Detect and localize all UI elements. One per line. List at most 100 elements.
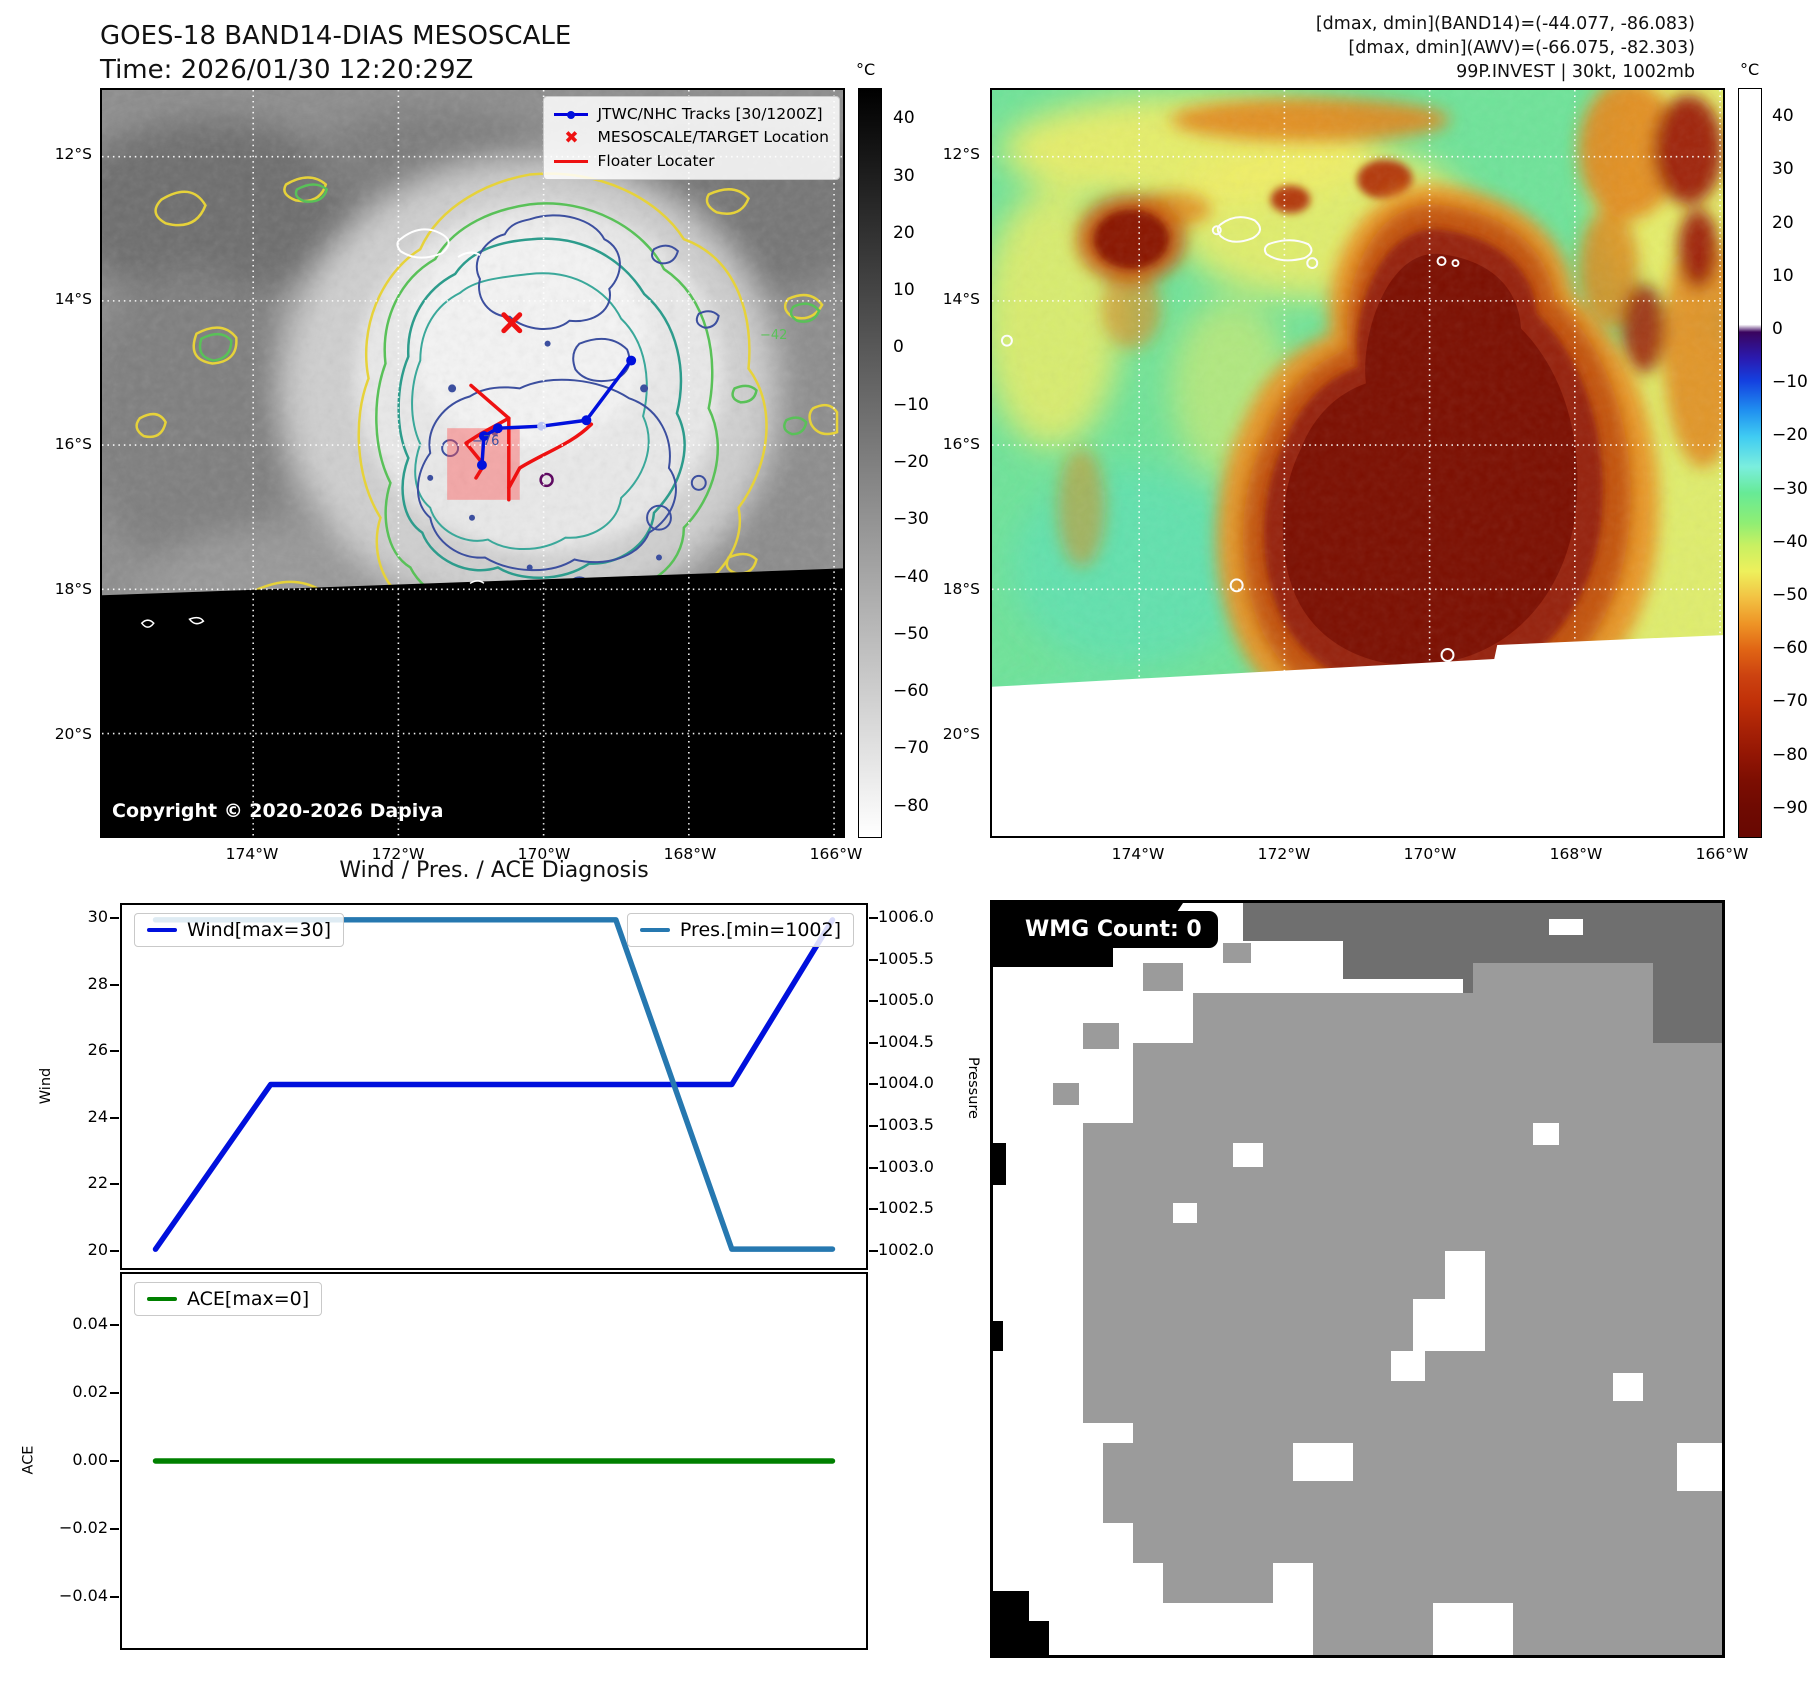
colorbar-tick: −40 (1772, 531, 1808, 552)
legend-target-label: MESOSCALE/TARGET Location (597, 128, 829, 147)
wind-legend-box: Wind[max=30] (134, 913, 345, 947)
colorbar-tick: −30 (893, 509, 929, 530)
pressure-tick-label: 1002.0 (878, 1239, 934, 1259)
ace-tick-label: 0.02 (72, 1381, 108, 1401)
lat-tick-label: 14°S (54, 290, 92, 308)
ace-legend-label: ACE[max=0] (187, 1288, 310, 1310)
pressure-tick-mark (869, 1041, 878, 1044)
colorbar-tick: 0 (1772, 319, 1783, 340)
x-marker-icon: ✖ (564, 127, 579, 148)
track-line-icon (554, 111, 589, 120)
pres-line-icon (639, 927, 670, 933)
copyright-text: Copyright © 2020-2026 Dapiya (112, 800, 444, 822)
wind-line-icon (147, 927, 177, 933)
colorbar-tick: −70 (1772, 691, 1808, 712)
series-line (152, 917, 836, 1252)
ace-tick-mark (110, 1596, 119, 1599)
map-legend: JTWC/NHC Tracks [30/1200Z] ✖ MESOSCALE/T… (543, 96, 840, 180)
wind-tick-mark (110, 1050, 119, 1053)
wmg-mask-image (993, 903, 1722, 1655)
diagnosis-title: Wind / Pres. / ACE Diagnosis (339, 858, 649, 883)
legend-row-target: ✖ MESOSCALE/TARGET Location (554, 126, 829, 149)
gray-mask-region (1053, 943, 1722, 1655)
wind-tick-label: 22 (87, 1173, 108, 1193)
dmax-dmin-awv: [dmax, dmin](AWV)=(-66.075, -82.303) (1348, 38, 1695, 59)
colorbar-tick: −10 (1772, 372, 1808, 393)
ace-tick-mark (110, 1391, 119, 1394)
pressure-tick-label: 1004.5 (878, 1031, 934, 1051)
pressure-tick-label: 1003.0 (878, 1156, 934, 1176)
pressure-tick-label: 1003.5 (878, 1115, 934, 1135)
lon-tick-label: 174°W (225, 845, 279, 863)
wind-tick-label: 26 (87, 1040, 108, 1060)
contour-value-label-outer: −42 (760, 328, 788, 343)
white-notches (1173, 1123, 1722, 1491)
ace-legend-box: ACE[max=0] (134, 1282, 323, 1316)
seagreen-contour (411, 272, 650, 551)
colorbar-tick: −20 (1772, 425, 1808, 446)
ace-tick-mark (110, 1323, 119, 1326)
band14-colorbar (858, 88, 882, 838)
colorbar-tick: −20 (893, 452, 929, 472)
pres-legend-box: Pres.[min=1002] (626, 913, 854, 947)
lon-tick-label: 172°W (371, 845, 425, 863)
colorbar-tick: −90 (1772, 797, 1808, 818)
pressure-tick-mark (869, 1000, 878, 1003)
target-x-marker (501, 312, 523, 334)
awv-satellite-map (990, 88, 1725, 838)
lon-tick-label: 168°W (663, 845, 717, 863)
right-colorbar-unit: °C (1740, 60, 1760, 79)
ace-plot: ACE[max=0] (120, 1272, 868, 1650)
jtwc-track (476, 355, 637, 470)
colorbar-tick: −60 (893, 681, 929, 701)
lat-tick-label: 20°S (942, 725, 980, 743)
left-colorbar-unit: °C (856, 60, 876, 79)
graticule (102, 90, 843, 836)
ace-axis-label: ACE (20, 1445, 37, 1475)
lat-tick-label: 18°S (942, 580, 980, 598)
colorbar-tick: −40 (893, 566, 929, 587)
wind-tick-mark (110, 916, 119, 919)
pressure-tick-label: 1004.0 (878, 1073, 934, 1093)
legend-row-tracks: JTWC/NHC Tracks [30/1200Z] (554, 103, 829, 126)
lon-tick-label: 166°W (809, 845, 863, 863)
ace-tick-label: 0.00 (72, 1450, 108, 1469)
page-title: GOES-18 BAND14-DIAS MESOSCALE (100, 21, 572, 51)
no-data-band-right (992, 635, 1723, 836)
left-panel-title-block: GOES-18 BAND14-DIAS MESOSCALE Time: 2026… (100, 20, 571, 88)
wind-tick-label: 24 (87, 1106, 108, 1126)
colorbar-tick: −80 (1772, 744, 1808, 765)
awv-colorbar (1738, 88, 1762, 838)
pressure-tick-label: 1005.0 (878, 990, 934, 1010)
pressure-tick-label: 1002.5 (878, 1198, 934, 1218)
wind-pressure-plot: Wind[max=30] Pres.[min=1002] (120, 903, 868, 1270)
wind-tick-label: 20 (87, 1240, 108, 1260)
band14-satellite-map: JTWC/NHC Tracks [30/1200Z] ✖ MESOSCALE/T… (100, 88, 845, 838)
pressure-tick-mark (869, 1166, 878, 1169)
no-data-band (102, 568, 843, 836)
colorbar-tick: 20 (1772, 212, 1794, 233)
ace-tick-label: −0.04 (58, 1586, 108, 1606)
colorbar-tick: 30 (1772, 159, 1794, 180)
pressure-tick-mark (869, 1083, 878, 1086)
teal-contours (397, 237, 686, 580)
pres-legend-label: Pres.[min=1002] (679, 919, 841, 941)
contour-value-label: −76 (472, 434, 500, 449)
wind-legend-label: Wind[max=30] (187, 919, 332, 941)
wind-tick-label: 30 (87, 906, 108, 926)
wind-axis-label: Wind (38, 1067, 55, 1105)
lat-tick-label: 16°S (942, 435, 980, 453)
wind-tick-mark (110, 1250, 119, 1253)
lat-tick-label: 20°S (54, 725, 92, 743)
legend-tracks-label: JTWC/NHC Tracks [30/1200Z] (597, 105, 823, 123)
lat-tick-label: 12°S (54, 145, 92, 163)
colorbar-tick: −50 (1772, 584, 1808, 605)
wind-tick-label: 28 (87, 973, 108, 993)
ace-line (152, 1458, 836, 1464)
pressure-tick-mark (869, 1208, 878, 1211)
storm-id-intensity: 99P.INVEST | 30kt, 1002mb (1456, 62, 1695, 83)
lon-tick-label: 168°W (1549, 845, 1603, 863)
pressure-tick-label: 1006.0 (878, 906, 934, 926)
colorbar-tick: −30 (1772, 478, 1808, 499)
